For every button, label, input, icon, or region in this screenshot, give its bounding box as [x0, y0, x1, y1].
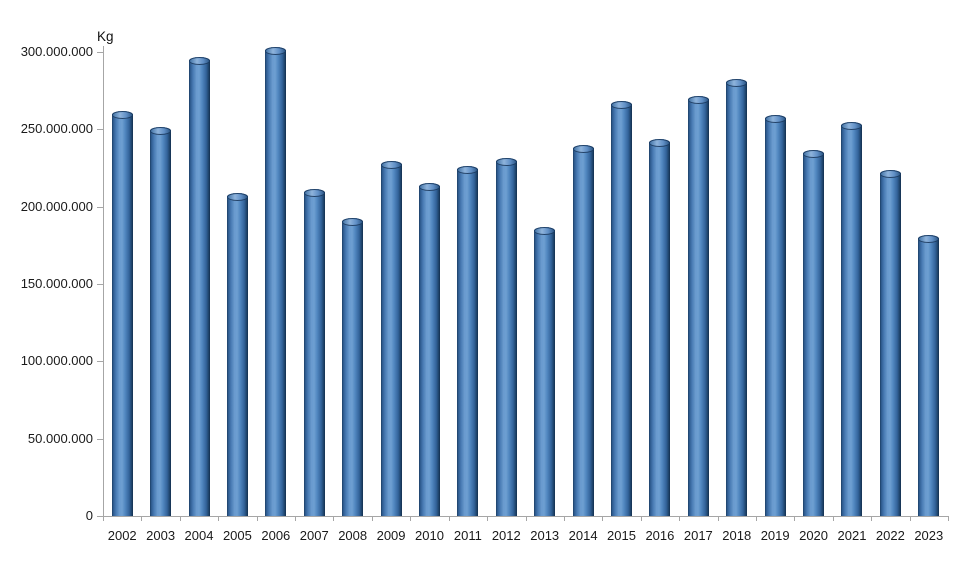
x-tick-label: 2008 [338, 528, 368, 543]
y-tick-label: 300.000.000 [20, 44, 93, 59]
x-tick-label: 2007 [299, 528, 329, 543]
bar-2008 [342, 218, 364, 516]
x-tick-mark [410, 517, 412, 521]
x-tick-label: 2019 [760, 528, 790, 543]
y-tick-mark [97, 438, 103, 440]
x-tick-mark [948, 517, 949, 521]
x-tick-label: 2002 [107, 528, 137, 543]
y-tick-mark [97, 129, 103, 131]
x-tick-mark [179, 517, 181, 521]
x-tick-label: 2014 [568, 528, 598, 543]
x-tick-mark [487, 517, 489, 521]
bar-2004 [188, 57, 210, 516]
bar-2018 [726, 78, 748, 516]
bar-2017 [687, 95, 709, 516]
bar-2015 [611, 100, 633, 516]
x-tick-mark [640, 517, 642, 521]
bar-2016 [649, 139, 671, 516]
x-tick-label: 2006 [261, 528, 291, 543]
y-tick-label: 100.000.000 [20, 353, 93, 369]
x-tick-mark [256, 517, 258, 521]
x-tick-label: 2012 [491, 528, 521, 543]
x-tick-mark [832, 517, 834, 521]
y-tick-mark [97, 206, 103, 208]
x-tick-mark [295, 517, 297, 521]
y-axis-unit-label: Kg [97, 29, 114, 44]
x-tick-mark [103, 517, 104, 521]
x-tick-label: 2023 [914, 528, 944, 543]
x-tick-label: 2018 [722, 528, 752, 543]
x-tick-mark [141, 517, 143, 521]
y-tick-mark [97, 361, 103, 363]
x-axis-line [103, 516, 949, 517]
bar-2005 [226, 193, 248, 516]
bar-2021 [841, 122, 863, 516]
x-tick-mark [909, 517, 911, 521]
x-tick-mark [218, 517, 220, 521]
bar-2009 [380, 160, 402, 516]
y-tick-label: 150.000.000 [20, 276, 93, 291]
bar-2013 [534, 227, 556, 516]
x-tick-label: 2013 [530, 528, 560, 543]
y-tick-mark [97, 516, 103, 517]
x-tick-label: 2017 [683, 528, 713, 543]
x-tick-mark [563, 517, 565, 521]
y-tick-mark [97, 52, 103, 53]
bar-2006 [265, 46, 287, 516]
x-tick-label: 2004 [184, 528, 214, 543]
x-tick-mark [717, 517, 719, 521]
bar-2010 [418, 182, 440, 516]
bar-2023 [918, 235, 940, 516]
y-axis-line [103, 46, 104, 516]
x-tick-mark [871, 517, 873, 521]
x-tick-label: 2016 [645, 528, 675, 543]
x-tick-mark [333, 517, 335, 521]
bar-2002 [111, 111, 133, 516]
bar-2011 [457, 165, 479, 516]
bar-2012 [495, 157, 517, 516]
x-tick-label: 2011 [453, 528, 482, 543]
x-tick-mark [602, 517, 604, 521]
x-tick-mark [794, 517, 796, 521]
y-tick-label: 200.000.000 [20, 198, 93, 214]
x-tick-label: 2010 [415, 528, 444, 543]
x-tick-mark [755, 517, 757, 521]
bar-2020 [803, 150, 825, 516]
bar-2003 [150, 126, 172, 516]
bar-2007 [303, 188, 325, 516]
y-tick-mark [97, 284, 103, 285]
y-tick-label: 50.000.000 [27, 430, 93, 446]
x-tick-mark [448, 517, 450, 521]
y-tick-label: 0 [85, 508, 93, 523]
bar-2019 [764, 114, 786, 516]
x-tick-mark [371, 517, 373, 521]
bar-2014 [572, 145, 594, 516]
x-tick-label: 2021 [837, 528, 867, 543]
x-tick-label: 2009 [376, 528, 406, 543]
x-tick-label: 2005 [222, 528, 252, 543]
x-tick-label: 2003 [146, 528, 176, 543]
x-tick-mark [525, 517, 527, 521]
x-tick-label: 2022 [875, 528, 905, 543]
bar-2022 [879, 170, 901, 516]
x-tick-label: 2020 [799, 528, 829, 543]
x-tick-label: 2015 [607, 528, 636, 543]
x-tick-mark [679, 517, 681, 521]
y-tick-label: 250.000.000 [20, 121, 93, 137]
